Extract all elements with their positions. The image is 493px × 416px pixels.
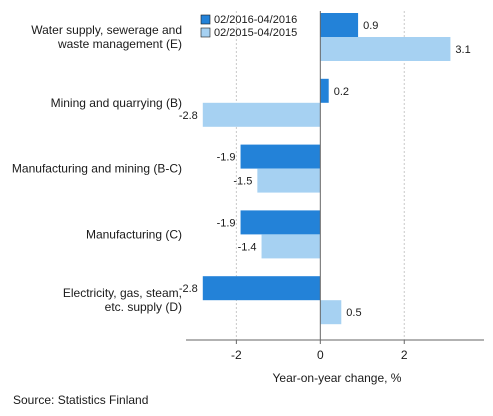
bar-series-2 [261,234,321,259]
bar-series-1 [320,78,329,103]
source-note: Source: Statistics Finland [13,393,148,407]
data-label: -1.5 [233,176,252,188]
data-label: -2.8 [179,283,198,295]
bar-series-2 [257,168,321,193]
x-axis-title: Year-on-year change, % [273,371,402,385]
value-labels: 0.93.10.2-2.8-1.9-1.5-1.9-1.4-2.80.5 [179,20,471,319]
bar-series-2 [320,37,451,61]
x-axis-ticks: -2 0 2 [231,340,408,362]
tick-label: 2 [401,348,408,362]
bar-series-2 [320,300,342,325]
gridlines [235,11,405,340]
bar-series-1 [320,13,359,37]
legend-swatch [200,14,211,25]
data-label: -1.4 [238,241,257,253]
legend-label: 02/2016-04/2016 [214,14,297,26]
data-label: 0.2 [334,86,349,98]
category-label: Mining and quarrying (B) [51,96,182,110]
tick-label: -2 [231,348,242,362]
category-labels: Water supply, sewerage and waste manageme… [12,23,182,314]
zero-axis [186,11,484,341]
data-label: -1.9 [217,217,236,229]
legend-label: 02/2015-04/2015 [214,27,297,39]
data-label: 0.5 [346,307,361,319]
category-label: Manufacturing and mining (B-C) [12,162,182,176]
category-label: Water supply, sewerage and waste manageme… [31,23,182,51]
tick-label: 0 [317,348,324,362]
bar-series-2 [202,102,321,127]
category-label: Electricity, gas, steam, etc. supply (D) [63,286,182,314]
data-label: 3.1 [455,44,470,56]
category-label: Manufacturing (C) [86,227,182,241]
bars [202,13,451,325]
legend-swatch [200,27,211,38]
bar-series-1 [240,210,321,235]
bar-series-1 [202,276,321,301]
bar-series-1 [240,144,321,169]
data-label: 0.9 [363,20,378,32]
data-label: -1.9 [217,152,236,164]
data-label: -2.8 [179,110,198,122]
